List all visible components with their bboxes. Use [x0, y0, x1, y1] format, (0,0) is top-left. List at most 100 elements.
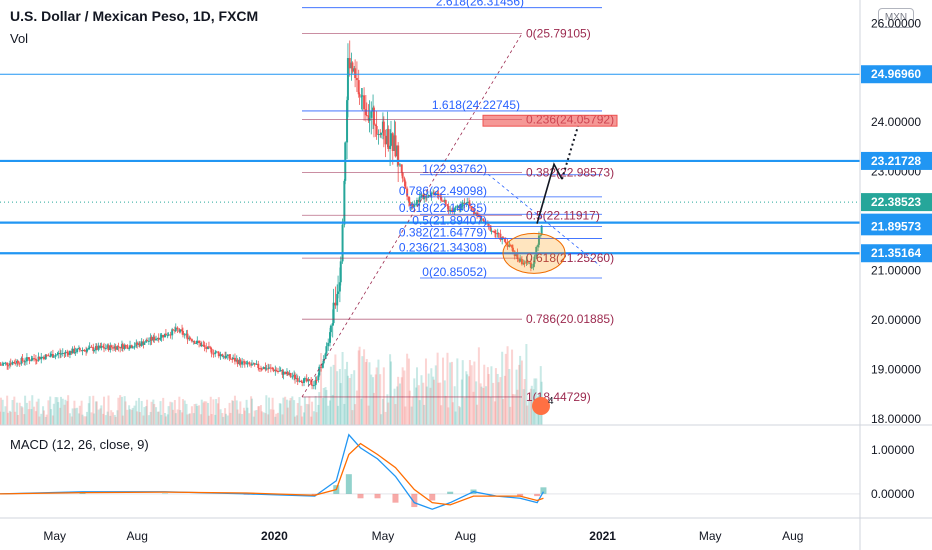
volume-bar: [459, 407, 462, 425]
volume-bar: [489, 396, 492, 425]
candle-body: [196, 340, 199, 344]
candle-body: [433, 192, 436, 195]
volume-bar: [486, 367, 489, 425]
candle-body: [351, 62, 354, 72]
volume-bar: [195, 403, 198, 425]
volume-bar: [291, 396, 294, 425]
macd-tick-label: 1.00000: [871, 443, 915, 457]
volume-bar: [24, 395, 27, 425]
currency-badge[interactable]: MXN: [878, 8, 914, 28]
candle-body: [7, 365, 10, 367]
volume-bar: [466, 374, 469, 425]
candle-body: [454, 207, 457, 209]
candle-body: [480, 218, 483, 220]
volume-bar: [381, 398, 384, 425]
candle-body: [482, 218, 485, 221]
volume-bar: [357, 350, 360, 425]
volume-bar: [367, 405, 370, 425]
volume-bar: [472, 391, 475, 425]
candle-body: [27, 357, 30, 360]
candle-body: [472, 210, 475, 212]
volume-bar: [351, 410, 354, 425]
candle-body: [219, 354, 222, 357]
volume-bar: [522, 389, 525, 425]
candle-body: [294, 374, 297, 379]
volume-bar: [34, 411, 37, 425]
volume-bar: [460, 379, 463, 425]
volume-bar: [189, 413, 192, 425]
volume-bar: [76, 407, 79, 425]
candle-body: [442, 200, 445, 202]
volume-bar: [40, 413, 43, 425]
volume-bar: [31, 395, 34, 425]
volume-bar: [314, 395, 317, 425]
volume-bar: [406, 353, 409, 425]
time-tick-label: May: [699, 529, 722, 543]
candle-body: [76, 348, 79, 353]
volume-bar: [272, 409, 275, 425]
volume-bar: [490, 366, 493, 425]
volume-bar: [142, 415, 145, 425]
volume-bar: [389, 354, 392, 425]
candle-body: [308, 379, 311, 381]
volume-bar: [504, 353, 507, 425]
volume-bar: [199, 414, 202, 425]
price-badge: [861, 244, 932, 263]
candle-body: [327, 342, 330, 347]
volume-bar: [16, 402, 19, 425]
volume-bar: [236, 409, 239, 425]
candle-body: [61, 352, 64, 354]
candle-body: [489, 225, 492, 232]
volume-bar: [267, 414, 270, 425]
volume-bar: [468, 360, 471, 425]
volume-bar: [190, 406, 193, 425]
candle-body: [363, 95, 366, 110]
volume-bar: [238, 413, 241, 425]
volume-bar: [476, 404, 479, 425]
volume-bar: [210, 414, 213, 425]
volume-bar: [281, 414, 284, 425]
candle-body: [300, 380, 303, 383]
volume-bar: [268, 397, 271, 425]
volume-bar: [109, 415, 112, 425]
candle-body: [109, 345, 112, 351]
candle-body: [21, 358, 24, 361]
macd-histogram-bar: [411, 493, 418, 508]
volume-bar: [136, 411, 139, 425]
volume-bar: [11, 399, 14, 425]
candle-body: [83, 349, 86, 351]
price-badge-label: 22.38523: [871, 195, 921, 209]
candle-body: [540, 225, 543, 235]
candle-body: [215, 351, 218, 353]
macd-histogram-bar: [79, 493, 86, 494]
candle-body: [312, 385, 315, 387]
candle-body: [64, 351, 67, 354]
volume-bar: [188, 413, 191, 425]
volume-bar: [181, 399, 184, 425]
volume-bar: [432, 376, 435, 425]
volume-bar: [28, 400, 31, 425]
candle-body: [358, 94, 361, 97]
volume-bar: [305, 403, 308, 425]
candle-body: [181, 330, 184, 335]
volume-bar: [20, 406, 23, 425]
volume-bar: [200, 399, 203, 425]
volume-bar: [37, 398, 40, 425]
candle-body: [246, 362, 249, 364]
candle-body: [68, 351, 71, 355]
candle-body: [444, 199, 447, 205]
candle-body: [413, 204, 416, 207]
volume-bar: [497, 382, 500, 425]
volume-bar: [526, 405, 529, 425]
volume-bar: [317, 404, 320, 425]
candle-body: [90, 346, 93, 348]
macd-line: [0, 433, 545, 510]
candle-body: [269, 367, 272, 369]
volume-bar: [231, 400, 234, 425]
volume-bar: [252, 416, 255, 425]
fib-extension-label: 2.618(26.31456): [436, 0, 524, 9]
volume-bar: [179, 410, 182, 425]
volume-bar: [203, 401, 206, 425]
time-tick-label: May: [43, 529, 66, 543]
